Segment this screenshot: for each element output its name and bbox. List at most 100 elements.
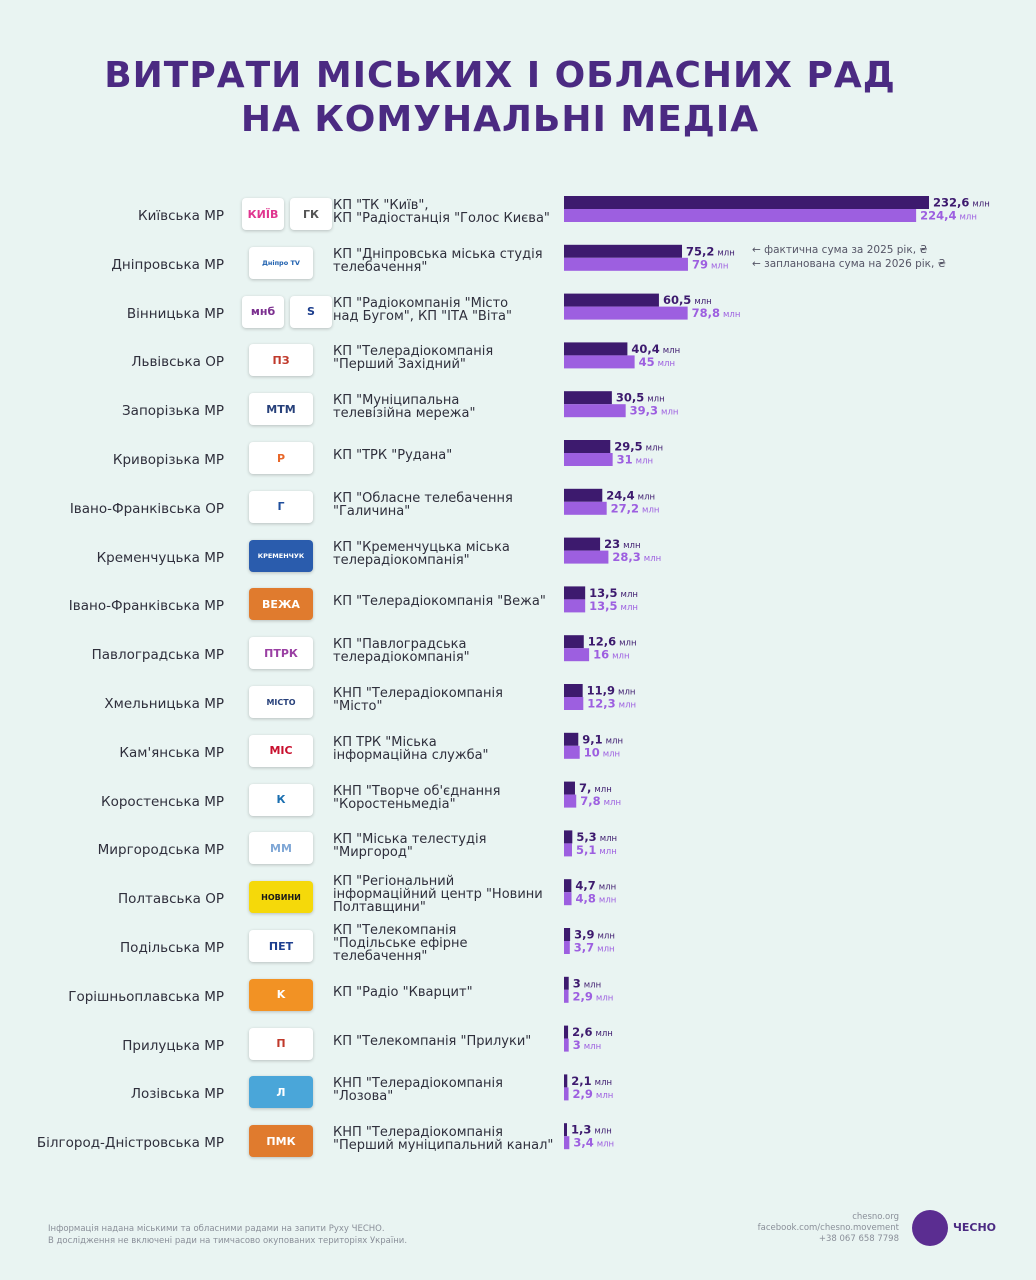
media-name-line: КП "Павлоградська xyxy=(333,637,467,653)
media-logo-glyph: НОВИНИ xyxy=(261,892,301,902)
council-name: Івано-Франківська ОР xyxy=(69,500,224,517)
media-logo-glyph: МІСТО xyxy=(266,697,296,707)
bar-planned-2026 xyxy=(564,599,586,613)
data-label-planned: 3 млн xyxy=(573,1038,601,1052)
data-label-actual: 1,3 млн xyxy=(571,1123,612,1137)
misto-logo-icon: МІСТО xyxy=(249,686,313,718)
pryluky-logo-icon: П xyxy=(249,1027,313,1060)
korostenmedia-logo-icon: К xyxy=(249,783,313,816)
brand-name: ЧЕСНО xyxy=(953,1221,997,1234)
bar-planned-2026 xyxy=(564,794,577,808)
media-logo-glyph: МІС xyxy=(269,744,293,758)
media-name-line: КП "Телекомпанія "Прилуки" xyxy=(333,1033,532,1049)
rudana-logo-icon: Р xyxy=(249,442,313,474)
media-logo-glyph: Р xyxy=(276,451,286,465)
media-name-line: інформаційний центр "Новини xyxy=(333,887,543,903)
table-row: Криворізька МР Р КП "ТРК "Рудана" xyxy=(0,442,1036,495)
council-name: Коростенська МР xyxy=(101,793,224,810)
dnipro-tv-logo-icon: Дніпро TV xyxy=(249,246,313,279)
media-name: КП "Телерадіокомпанія "Перший Західний" xyxy=(333,345,553,371)
media-name-line: над Бугом", КП "ІТА "Віта" xyxy=(333,308,512,324)
table-row: Подільська МР ПЕТ КП "Телекомпанія "Подільс… xyxy=(0,924,1036,983)
bar-actual-2025 xyxy=(564,732,579,746)
table-row: Миргородська МР ММ КП "Міська телестудія "М… xyxy=(0,832,1036,885)
data-label-actual: 7, млн xyxy=(579,781,612,795)
contact-facebook[interactable]: facebook.com/chesno.movement xyxy=(757,1223,899,1233)
bar-actual-2025 xyxy=(564,1025,569,1039)
media-name: КП "Дніпровська міська студія телебачення… xyxy=(333,248,553,274)
bar-actual-2025 xyxy=(564,488,603,502)
page-title: ВИТРАТИ МІСЬКИХ І ОБЛАСНИХ РАД НА КОМУНА… xyxy=(0,54,1000,142)
data-label-actual: 4,7 млн xyxy=(575,879,616,893)
table-row: Київська МР КИЇВ ГК КП "ТК "Київ", КП "Радіо… xyxy=(0,198,1036,251)
table-row: Хмельницька МР МІСТО КНП "Телерадіокомпані… xyxy=(0,686,1036,739)
halychyna-logo-icon: Г xyxy=(249,490,313,523)
media-logo-glyph: П xyxy=(276,1037,286,1051)
data-label-planned: 224,4 млн xyxy=(920,209,977,223)
council-name: Кам'янська МР xyxy=(119,744,224,761)
bar-actual-2025 xyxy=(564,635,584,649)
bar-actual-2025 xyxy=(564,537,601,551)
contact-site[interactable]: chesno.org xyxy=(852,1212,899,1222)
council-name: Івано-Франківська МР xyxy=(68,598,224,615)
media-name: КП "Телекомпанія "Подільське ефірне телеба… xyxy=(333,924,553,963)
bar-planned-2026 xyxy=(564,892,572,906)
media-name: КНП "Телерадіокомпанія "Місто" xyxy=(333,687,553,713)
media-name-line: КП "Міська телестудія xyxy=(333,832,487,848)
bar-actual-2025 xyxy=(564,342,628,356)
media-name: КП "Павлоградська телерадіокомпанія" xyxy=(333,638,553,664)
media-logo-glyph: ГК xyxy=(302,207,319,221)
table-row: Вінницька МР мнб S КП "Радіокомпанія "Місто… xyxy=(0,295,1036,349)
media-name-line: КП "Радіо "Кварцит" xyxy=(333,984,473,1000)
table-row: Прилуцька МР П КП "Телекомпанія "Прилуки" xyxy=(0,1027,1036,1081)
data-label-planned: 45 млн xyxy=(639,355,675,369)
bar-actual-2025 xyxy=(564,391,612,405)
media-name: КП "Телерадіокомпанія "Вежа" xyxy=(333,595,553,608)
bar-planned-2026 xyxy=(564,843,573,857)
media-name-line: "Місто" xyxy=(333,699,383,714)
media-name-line: інформаційна служба" xyxy=(333,747,489,763)
media-name-line: КП "Кременчуцька міська xyxy=(333,539,510,555)
data-label-planned: 12,3 млн xyxy=(587,697,636,711)
kremenchuk-logo-icon: КРЕМЕНЧУК xyxy=(249,539,313,572)
contact-phone: +38 067 658 7798 xyxy=(818,1234,899,1244)
table-row: Кам'янська МР МІС КП ТРК "Міська інформацій… xyxy=(0,734,1036,788)
media-name-line: телебачення" xyxy=(333,259,428,275)
pmk-logo-icon: ПМК xyxy=(249,1125,313,1158)
data-label-actual: 23 млн xyxy=(604,537,640,551)
data-label-planned: 78,8 млн xyxy=(692,306,741,320)
council-name: Дніпровська МР xyxy=(111,256,224,273)
data-label-actual: 60,5 млн xyxy=(663,293,712,307)
data-label-actual: 3,9 млн xyxy=(574,928,615,942)
media-name-line: КП "Регіональний xyxy=(333,874,455,890)
media-logo-glyph: ПМК xyxy=(266,1134,296,1148)
media-name-line: КНП "Творче об'єднання xyxy=(333,783,501,799)
bar-actual-2025 xyxy=(564,1074,568,1088)
table-row: Полтавська ОР НОВИНИ КП "Регіональний інфор… xyxy=(0,875,1036,934)
pet-logo-icon: ПЕТ xyxy=(249,930,313,962)
media-name-line: КП "Радіокомпанія "Місто xyxy=(333,295,509,311)
myrhorod-logo-icon: ММ xyxy=(249,832,313,865)
media-name-line: КП ТРК "Міська xyxy=(333,734,437,750)
council-name: Запорізька МР xyxy=(122,403,224,420)
media-name: КП "ТК "Київ", КП "Радіостанція "Голос Ки… xyxy=(333,199,553,225)
data-label-actual: 75,2 млн xyxy=(686,244,735,258)
media-logo-glyph: ПЕТ xyxy=(268,939,294,953)
bar-planned-2026 xyxy=(564,404,626,418)
table-row: Івано-Франківська ОР Г КП "Обласне телебач… xyxy=(0,490,1036,544)
bar-actual-2025 xyxy=(564,879,572,893)
data-label-planned: 5,1 млн xyxy=(576,843,617,857)
table-row: Горішньоплавська МР K КП "Радіо "Кварцит" xyxy=(0,978,1036,1032)
council-name: Павлоградська МР xyxy=(91,647,224,664)
data-label-actual: 29,5 млн xyxy=(614,440,663,454)
media-name-line: КП "Телерадіокомпанія "Вежа" xyxy=(333,594,546,610)
kyiv-tv-logo-icon: КИЇВ xyxy=(242,198,284,230)
data-label-actual: 9,1 млн xyxy=(582,732,623,746)
data-label-planned: 31 млн xyxy=(617,453,653,467)
media-name: КП "Радіокомпанія "Місто над Бугом", КП "… xyxy=(333,297,553,323)
media-name-line: "Коростеньмедіа" xyxy=(333,796,456,812)
bar-planned-2026 xyxy=(564,648,590,662)
media-logo-glyph: МТМ xyxy=(266,402,296,416)
bar-planned-2026 xyxy=(564,989,569,1003)
media-name-line: "Перший Західний" xyxy=(333,357,466,373)
